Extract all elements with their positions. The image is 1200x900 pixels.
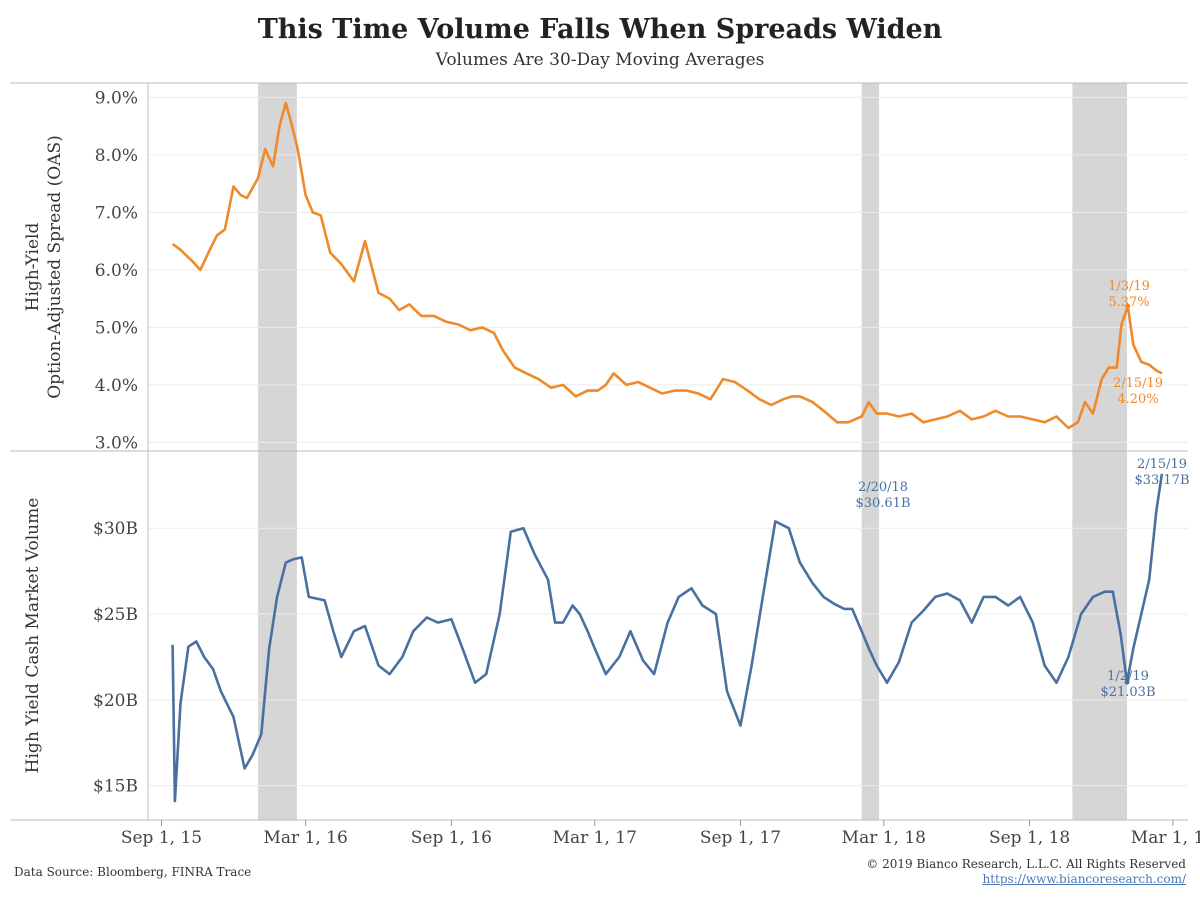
y-tick-label: $15B bbox=[93, 777, 138, 797]
y-tick-label: 8.0% bbox=[95, 146, 138, 166]
x-tick-label: Sep 1, 18 bbox=[989, 828, 1070, 848]
volume-annotation: $21.03B bbox=[1100, 685, 1155, 700]
x-tick-label: Sep 1, 15 bbox=[121, 828, 202, 848]
volume-annotation: 2/20/18 bbox=[858, 480, 908, 495]
y-tick-label: $30B bbox=[93, 519, 138, 539]
spread-annotation: 4.20% bbox=[1117, 392, 1158, 407]
spread-annotation: 5.37% bbox=[1108, 295, 1149, 310]
y-tick-label: 4.0% bbox=[95, 376, 138, 396]
x-tick-label: Sep 1, 16 bbox=[411, 828, 492, 848]
volume-series-line bbox=[171, 473, 1164, 803]
x-tick-label: Mar 1, 17 bbox=[553, 828, 637, 848]
volume-annotation: $33.17B bbox=[1134, 473, 1189, 488]
y-tick-label: 5.0% bbox=[95, 318, 138, 338]
y-tick-label: $20B bbox=[93, 691, 138, 711]
volume-annotation: 2/15/19 bbox=[1137, 457, 1187, 472]
x-tick-label: Mar 1, 16 bbox=[263, 828, 347, 848]
y-tick-label: $25B bbox=[93, 605, 138, 625]
website-link[interactable]: https://www.biancoresearch.com/ bbox=[982, 872, 1186, 886]
spread-point-marker bbox=[1125, 303, 1131, 309]
chart-title: This Time Volume Falls When Spreads Wide… bbox=[257, 14, 943, 45]
volume-annotation: 1/2/19 bbox=[1107, 669, 1149, 684]
y-tick-label: 7.0% bbox=[95, 203, 138, 223]
y-axis-label: Option-Adjusted Spread (OAS) bbox=[45, 135, 65, 399]
x-tick-label: Sep 1, 17 bbox=[700, 828, 781, 848]
y-axis-label: High Yield Cash Market Volume bbox=[23, 498, 43, 774]
x-tick-label: Mar 1, 18 bbox=[842, 828, 926, 848]
volume-annotation: $30.61B bbox=[855, 496, 910, 511]
spread-annotation: 1/3/19 bbox=[1108, 279, 1150, 294]
data-source-note: Data Source: Bloomberg, FINRA Trace bbox=[14, 865, 252, 879]
y-tick-label: 9.0% bbox=[95, 88, 138, 108]
y-axis-label: High-Yield bbox=[23, 223, 43, 312]
x-tick-label: Mar 1, 19 bbox=[1131, 828, 1200, 848]
spread-series-line bbox=[171, 101, 1163, 430]
y-tick-label: 3.0% bbox=[95, 433, 138, 453]
y-tick-label: 6.0% bbox=[95, 261, 138, 281]
spread-annotation: 2/15/19 bbox=[1113, 376, 1163, 391]
copyright-note: © 2019 Bianco Research, L.L.C. All Right… bbox=[866, 857, 1186, 871]
volume-point-marker bbox=[1124, 679, 1130, 685]
chart-subtitle: Volumes Are 30-Day Moving Averages bbox=[435, 50, 765, 70]
